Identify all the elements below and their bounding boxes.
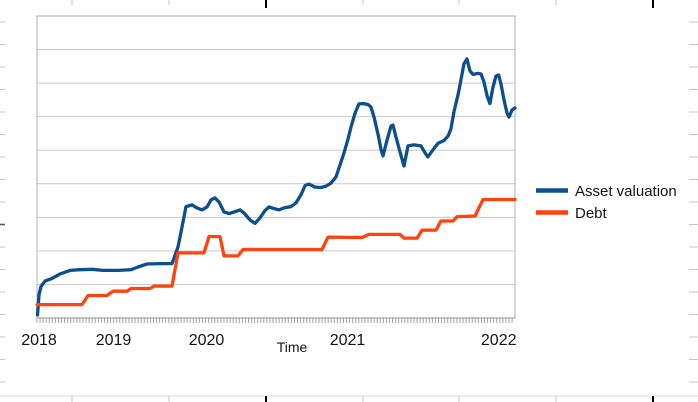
series-lines (35, 57, 517, 317)
series-line-asset-valuation[interactable] (35, 57, 517, 317)
x-axis-label: 2020 (189, 332, 225, 349)
series-line-debt[interactable] (35, 197, 517, 307)
x-axis-label: 2022 (481, 332, 517, 349)
legend-label-debt: Debt (575, 205, 608, 222)
x-axis-label: 2018 (21, 332, 57, 349)
x-axis-label: 2019 (96, 332, 132, 349)
x-axis-ticks (36, 318, 513, 323)
legend-label-asset-valuation: Asset valuation (575, 183, 677, 200)
plot-fill (37, 16, 515, 318)
plot-area (35, 15, 517, 323)
x-axis (36, 317, 515, 323)
legend[interactable]: Asset valuation Debt (536, 183, 677, 222)
x-axis-title: Time (277, 339, 308, 355)
gridlines (37, 16, 515, 318)
x-axis-label: 2021 (330, 332, 366, 349)
chart-object[interactable]: 2018 2019 2020 2021 2022 Time Asset valuatio… (6, 14, 688, 395)
x-axis-labels: 2018 2019 2020 2021 2022 (21, 332, 516, 349)
